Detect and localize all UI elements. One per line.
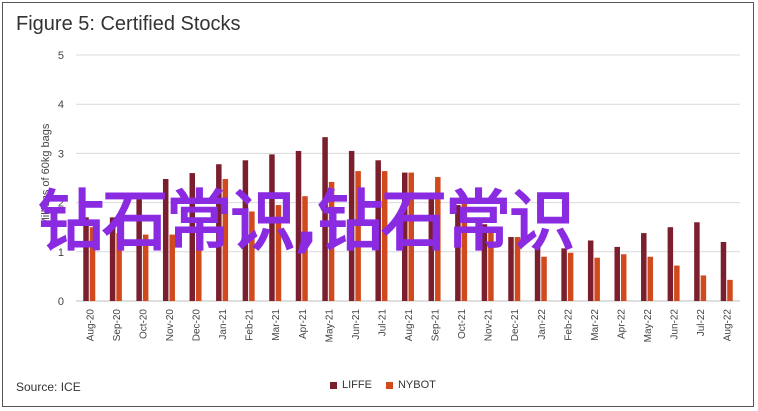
x-tick-label: May-22 <box>643 309 654 343</box>
bar-nybot-apr-22 <box>620 254 627 301</box>
bar-liffe-jan-22 <box>534 245 541 301</box>
y-tick-label: 4 <box>58 99 64 111</box>
y-tick-label: 5 <box>58 50 64 62</box>
bar-liffe-may-22 <box>641 233 647 301</box>
y-axis-label: Millions of 60kg bags <box>40 123 52 226</box>
bar-liffe-feb-21 <box>242 160 249 301</box>
bar-nybot-apr-21 <box>302 196 308 301</box>
bar-liffe-sep-20 <box>109 217 116 301</box>
x-tick-label: Mar-22 <box>590 309 601 341</box>
bar-liffe-may-21 <box>322 137 328 301</box>
x-tick-label: Mar-21 <box>271 309 282 341</box>
bar-nybot-mar-21 <box>275 205 282 301</box>
bar-nybot-jun-22 <box>674 265 680 301</box>
y-tick-label: 3 <box>58 148 64 160</box>
x-tick-label: Sep-21 <box>431 309 442 342</box>
x-tick-label: Nov-20 <box>165 309 176 342</box>
bar-liffe-dec-21 <box>508 237 514 301</box>
legend-label-liffe: LIFFE <box>342 379 372 391</box>
x-tick-label: Jun-21 <box>351 309 362 340</box>
bar-nybot-mar-22 <box>594 257 600 301</box>
x-tick-label: Dec-21 <box>510 309 521 342</box>
bar-liffe-dec-20 <box>189 173 196 301</box>
bar-liffe-jun-22 <box>667 227 674 301</box>
x-tick-label: Dec-20 <box>192 309 203 342</box>
x-tick-label: Apr-22 <box>616 309 627 339</box>
bar-liffe-oct-21 <box>455 205 461 301</box>
bar-liffe-aug-20 <box>83 217 89 301</box>
x-tick-label: Jul-21 <box>377 309 388 337</box>
x-tick-label: Oct-21 <box>457 309 468 339</box>
bar-liffe-aug-22 <box>720 241 727 301</box>
y-tick-label: 1 <box>58 247 64 259</box>
legend-swatch-nybot <box>385 381 393 389</box>
bar-liffe-nov-21 <box>481 224 488 301</box>
y-tick-label: 0 <box>58 296 64 308</box>
x-tick-labels: Aug-20 Sep-20 Oct-20 Nov-20 Dec-20 Jan-21 Feb-… <box>85 309 733 343</box>
bar-liffe-mar-22 <box>587 240 594 301</box>
x-tick-label: Jun-22 <box>670 309 681 340</box>
x-tick-label: Nov-21 <box>484 309 495 342</box>
bar-liffe-jun-21 <box>348 150 355 301</box>
bar-nybot-may-22 <box>647 256 654 301</box>
bar-nybot-jul-22 <box>700 275 707 301</box>
bar-nybot-sep-20 <box>116 233 122 301</box>
bar-nybot-aug-22 <box>727 279 733 301</box>
chart-title: Figure 5: Certified Stocks <box>16 13 241 35</box>
source-note: Source: ICE <box>16 380 81 394</box>
x-tick-label: May-21 <box>324 309 335 343</box>
bar-liffe-sep-21 <box>428 194 435 301</box>
bar-nybot-aug-20 <box>89 227 96 301</box>
legend-swatch-liffe <box>330 381 337 389</box>
bar-liffe-feb-22 <box>561 248 567 301</box>
x-tick-label: Jul-22 <box>696 309 707 337</box>
bar-liffe-jan-21 <box>216 164 222 301</box>
x-tick-label: Apr-21 <box>298 309 309 339</box>
y-tick-label: 2 <box>58 198 64 210</box>
bar-nybot-dec-21 <box>514 237 521 301</box>
bars <box>83 137 733 301</box>
x-tick-label: Aug-21 <box>404 309 415 342</box>
bar-nybot-jul-21 <box>381 171 388 301</box>
bar-nybot-nov-20 <box>169 234 175 301</box>
bar-nybot-dec-20 <box>196 227 202 301</box>
x-tick-label: Feb-21 <box>245 309 256 341</box>
bar-liffe-nov-20 <box>162 178 169 301</box>
legend-label-nybot: NYBOT <box>397 379 436 391</box>
bar-nybot-oct-21 <box>461 202 468 301</box>
legend: LIFFE NYBOT <box>330 379 436 391</box>
bar-nybot-sep-21 <box>435 177 441 301</box>
x-tick-label: Oct-20 <box>138 309 149 339</box>
x-tick-label: Aug-22 <box>723 309 734 342</box>
bar-nybot-jan-22 <box>541 256 547 301</box>
bar-liffe-jul-22 <box>694 222 700 301</box>
bar-nybot-aug-21 <box>408 172 414 301</box>
bar-nybot-feb-22 <box>567 252 574 301</box>
grid-lines <box>76 54 740 302</box>
legend-item-nybot: NYBOT <box>385 379 436 391</box>
bar-liffe-oct-20 <box>136 199 142 301</box>
bar-liffe-mar-21 <box>269 154 275 301</box>
bar-liffe-apr-22 <box>614 246 620 301</box>
y-tick-labels: 0 1 2 3 4 5 <box>58 50 64 308</box>
bar-liffe-apr-21 <box>295 150 302 301</box>
bar-nybot-may-21 <box>328 181 335 301</box>
x-tick-label: Sep-20 <box>112 309 123 342</box>
bar-liffe-aug-21 <box>402 172 408 301</box>
bar-nybot-jan-21 <box>222 178 229 301</box>
x-tick-label: Jan-21 <box>218 309 229 340</box>
x-tick-label: Jan-22 <box>537 309 548 340</box>
x-tick-label: Aug-20 <box>85 309 96 342</box>
legend-item-liffe: LIFFE <box>330 379 372 391</box>
watermark-text: 钻石常识,钻石常识 <box>38 183 575 260</box>
bar-nybot-nov-21 <box>488 232 494 301</box>
bar-nybot-oct-20 <box>142 234 149 301</box>
bar-nybot-jun-21 <box>355 171 361 301</box>
x-tick-label: Feb-22 <box>563 309 574 341</box>
bar-nybot-feb-21 <box>249 211 255 301</box>
bar-liffe-jul-21 <box>375 160 381 301</box>
